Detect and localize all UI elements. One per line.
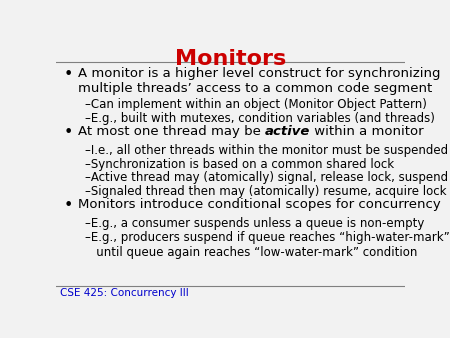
Text: –Synchronization is based on a common shared lock: –Synchronization is based on a common sh… [85,158,394,171]
Text: Monitors: Monitors [175,49,286,69]
Text: •: • [64,67,73,81]
Text: Monitors introduce conditional scopes for concurrency: Monitors introduce conditional scopes fo… [78,198,441,211]
Text: –Signaled thread then may (atomically) resume, acquire lock: –Signaled thread then may (atomically) r… [85,185,446,198]
Text: –Can implement within an object (Monitor Object Pattern): –Can implement within an object (Monitor… [85,98,427,111]
Text: –Active thread may (atomically) signal, release lock, suspend: –Active thread may (atomically) signal, … [85,171,448,184]
Text: within a monitor: within a monitor [310,125,424,138]
Text: CSE 425: Concurrency III: CSE 425: Concurrency III [60,288,189,298]
Text: –E.g., a consumer suspends unless a queue is non-empty: –E.g., a consumer suspends unless a queu… [85,217,424,230]
Text: A monitor is a higher level construct for synchronizing
multiple threads’ access: A monitor is a higher level construct fo… [78,67,441,95]
Text: –E.g., built with mutexes, condition variables (and threads): –E.g., built with mutexes, condition var… [85,112,435,125]
Text: –E.g., producers suspend if queue reaches “high-water-mark”,
   until queue agai: –E.g., producers suspend if queue reache… [85,231,450,259]
Text: At most one thread may be: At most one thread may be [78,125,265,138]
Text: active: active [265,125,310,138]
Text: •: • [64,125,73,140]
Text: •: • [64,198,73,213]
Text: –I.e., all other threads within the monitor must be suspended: –I.e., all other threads within the moni… [85,144,448,157]
